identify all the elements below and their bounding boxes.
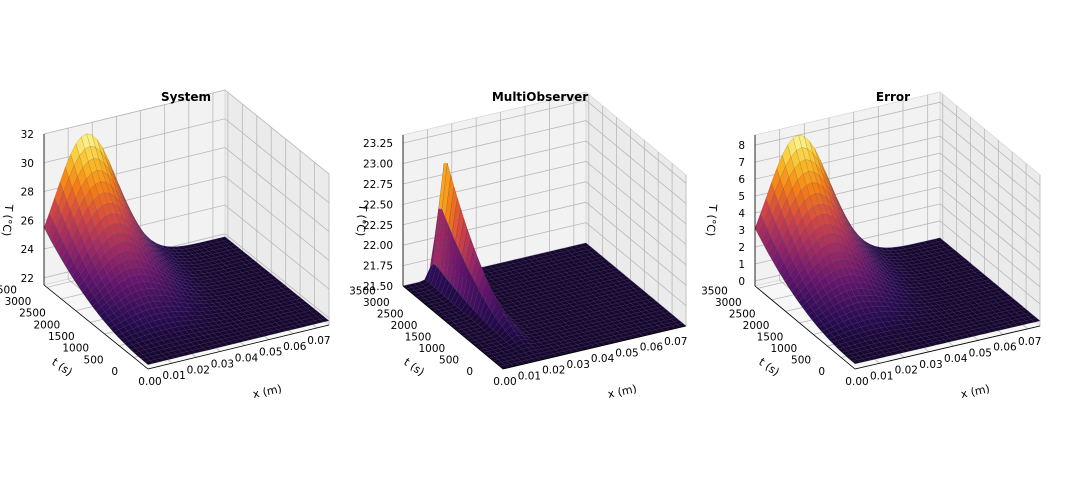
x-tick-label: 0.01 xyxy=(870,370,893,382)
y-tick-label: 3000 xyxy=(715,297,742,309)
x-tick-label: 0.07 xyxy=(307,335,330,347)
x-tick-label: 0.02 xyxy=(895,365,918,377)
chart-error: Error x (m) t (s) T (°C) 0.00 0.01 0.02 0.0… xyxy=(701,90,1041,401)
z-tick-label: 21.75 xyxy=(363,261,393,273)
x-tick-label: 0.06 xyxy=(283,341,307,353)
z-tick-label: 0 xyxy=(738,276,745,288)
x-tick-label: 0.02 xyxy=(187,364,210,376)
x-tick-label: 0.04 xyxy=(591,353,615,365)
z-tick-label: 3 xyxy=(738,225,745,237)
x-tick-label: 0.07 xyxy=(1018,336,1041,348)
y-axis-label: t (s) xyxy=(756,355,782,378)
y-tick-label: 1000 xyxy=(418,343,445,355)
y-tick-label: 3500 xyxy=(0,284,17,296)
y-tick-label: 2500 xyxy=(377,308,404,320)
y-tick-label: 3500 xyxy=(349,285,376,297)
chart-title: System xyxy=(161,90,211,104)
y-tick-label: 2500 xyxy=(19,308,46,320)
y-tick-label: 2000 xyxy=(391,320,418,332)
x-axis-label: x (m) xyxy=(960,382,991,401)
x-tick-label: 0.00 xyxy=(845,376,868,388)
x-tick-label: 0.04 xyxy=(235,353,259,365)
x-tick-label: 0.00 xyxy=(493,376,516,388)
y-tick-label: 2000 xyxy=(743,320,770,332)
y-axis-label: t (s) xyxy=(49,355,75,378)
z-tick-label: 23.25 xyxy=(363,138,393,150)
z-tick-label: 4 xyxy=(738,208,745,220)
y-tick-label: 1500 xyxy=(48,331,75,343)
chart-title: Error xyxy=(876,90,910,104)
surface-plot xyxy=(402,163,687,370)
z-tick-label: 8 xyxy=(738,140,745,152)
y-tick-label: 3500 xyxy=(701,285,728,297)
y-tick-label: 2000 xyxy=(33,319,60,331)
z-axis-label: T (°C) xyxy=(354,203,370,237)
z-tick-label: 1 xyxy=(738,259,745,271)
y-tick-label: 0 xyxy=(111,366,118,378)
z-tick-label: 23.00 xyxy=(363,159,393,171)
chart-title: MultiObserver xyxy=(492,90,588,104)
y-tick-label: 2500 xyxy=(729,308,756,320)
surface-plot xyxy=(43,133,330,365)
chart-system: System x (m) t (s) T (°C) 0.00 0.01 0.02 0.… xyxy=(0,89,331,401)
x-tick-label: 0.00 xyxy=(138,376,161,388)
axes-lines xyxy=(754,135,1041,370)
x-tick-label: 0.05 xyxy=(615,347,638,359)
x-tick-label: 0.05 xyxy=(969,347,992,359)
x-tick-label: 0.03 xyxy=(567,359,590,371)
y-tick-label: 0 xyxy=(818,366,825,378)
z-tick-label: 6 xyxy=(738,174,745,186)
y-tick-label: 0 xyxy=(466,366,473,378)
x-tick-label: 0.03 xyxy=(211,358,234,370)
x-tick-label: 0.01 xyxy=(162,370,185,382)
z-tick-label: 22.25 xyxy=(363,220,393,232)
y-tick-label: 1500 xyxy=(405,331,432,343)
z-tick-label: 32 xyxy=(21,129,34,141)
z-tick-label: 7 xyxy=(738,157,745,169)
z-tick-label: 22.00 xyxy=(363,240,393,252)
x-tick-label: 0.04 xyxy=(944,353,968,365)
z-tick-label: 5 xyxy=(738,191,745,203)
chart-multiobserver: MultiObserver x (m) t (s) T (°C) 0.00 0.0… xyxy=(349,90,687,401)
y-tick-label: 1000 xyxy=(62,343,89,355)
y-axis-label: t (s) xyxy=(401,355,427,378)
z-tick-label: 24 xyxy=(21,244,35,256)
x-tick-label: 0.06 xyxy=(993,342,1017,354)
x-axis-label: x (m) xyxy=(607,382,638,401)
x-tick-label: 0.02 xyxy=(542,365,565,377)
x-tick-label: 0.03 xyxy=(919,359,942,371)
y-tick-label: 500 xyxy=(439,355,459,367)
x-tick-label: 0.06 xyxy=(640,342,664,354)
y-tick-label: 1000 xyxy=(770,343,797,355)
surface-plot xyxy=(754,134,1041,365)
x-axis-label: x (m) xyxy=(252,382,283,401)
z-tick-label: 22 xyxy=(21,273,34,285)
z-tick-label: 22.75 xyxy=(363,179,393,191)
z-axis-label: T (°C) xyxy=(0,203,15,237)
z-tick-label: 26 xyxy=(21,215,35,227)
y-tick-label: 3000 xyxy=(5,296,32,308)
z-tick-label: 22.50 xyxy=(363,199,393,211)
z-axis-label: T (°C) xyxy=(704,203,720,237)
z-tick-label: 2 xyxy=(738,242,745,254)
y-tick-label: 500 xyxy=(791,355,811,367)
z-tick-label: 28 xyxy=(21,187,34,199)
x-tick-label: 0.05 xyxy=(259,347,282,359)
x-tick-label: 0.07 xyxy=(664,336,687,348)
x-tick-label: 0.01 xyxy=(518,370,541,382)
y-tick-label: 3000 xyxy=(363,297,390,309)
y-tick-label: 1500 xyxy=(757,331,784,343)
axes-lines xyxy=(402,135,687,370)
z-tick-label: 21.50 xyxy=(363,281,393,293)
axes-lines xyxy=(43,134,330,370)
y-tick-label: 500 xyxy=(84,354,104,366)
z-tick-label: 30 xyxy=(21,158,34,170)
